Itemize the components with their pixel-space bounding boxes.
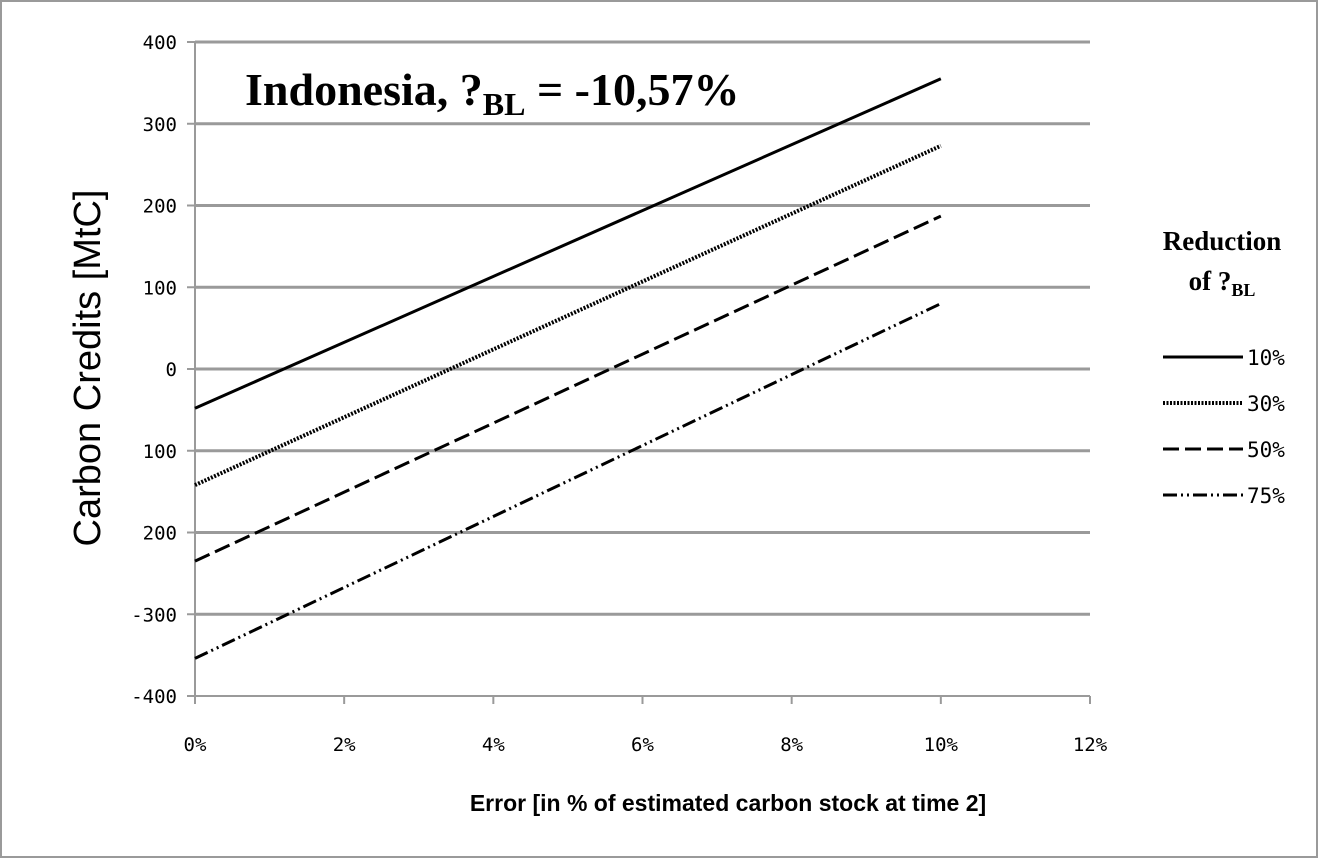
legend-label: 10% xyxy=(1247,346,1285,370)
y-tick-label: 100 xyxy=(143,277,177,299)
x-tick-label: 10% xyxy=(924,734,959,756)
legend-items: 10% 30% 50% 75% xyxy=(1163,346,1285,508)
series-line-10pct xyxy=(194,77,942,410)
y-tick-label: 200 xyxy=(143,196,177,218)
chart-title: Indonesia, ?BL = -10,57% xyxy=(245,64,739,122)
legend: Reduction of ?BL 10% 30% 50% 75% xyxy=(1163,226,1286,508)
y-tick-label: 200 xyxy=(143,523,177,545)
series-line-50pct xyxy=(194,214,942,563)
y-tick-label: -400 xyxy=(131,686,177,708)
x-tick-labels: 0% 2% 4% 6% 8% 10% 12% xyxy=(184,696,1108,756)
x-tick-label: 4% xyxy=(482,734,505,756)
x-tick-label: 6% xyxy=(631,734,654,756)
series-lines xyxy=(194,77,942,660)
x-axis-label: Error [in % of estimated carbon stock at… xyxy=(470,790,986,816)
legend-title: Reduction xyxy=(1163,226,1282,256)
x-tick-label: 0% xyxy=(184,734,207,756)
series-line-30pct xyxy=(194,144,942,487)
x-tick-label: 12% xyxy=(1073,734,1108,756)
gridlines xyxy=(195,40,1090,616)
y-tick-label: 100 xyxy=(143,441,177,463)
y-axis-label: Carbon Credits [MtC] xyxy=(67,190,109,547)
y-tick-labels: 400 300 200 100 0 100 200 -300 -400 xyxy=(131,32,195,708)
y-tick-label: -300 xyxy=(131,604,177,626)
legend-title-line2: of ?BL xyxy=(1189,266,1256,300)
y-tick-label: 400 xyxy=(143,32,177,54)
legend-label: 75% xyxy=(1247,484,1285,508)
x-tick-label: 8% xyxy=(780,734,803,756)
x-tick-label: 2% xyxy=(333,734,356,756)
y-tick-label: 0 xyxy=(166,359,177,381)
series-line-75pct xyxy=(194,302,942,660)
legend-label: 30% xyxy=(1247,392,1285,416)
y-tick-label: 300 xyxy=(143,114,177,136)
legend-label: 50% xyxy=(1247,438,1285,462)
